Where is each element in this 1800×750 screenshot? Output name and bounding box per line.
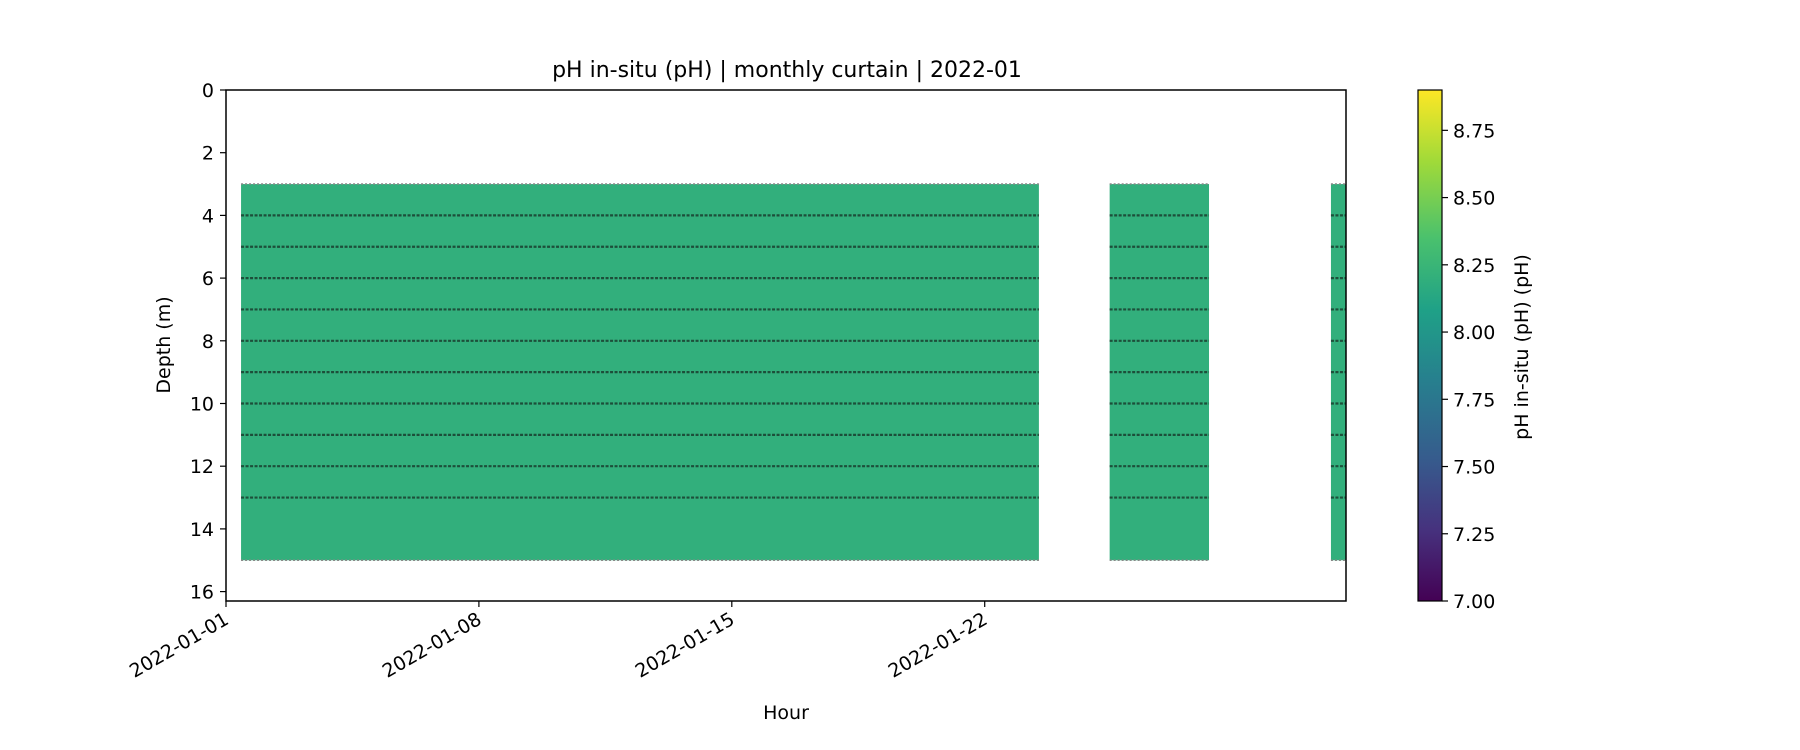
y-tick-label: 2 bbox=[202, 143, 214, 165]
colorbar-label: pH in-situ (pH) (pH) bbox=[1511, 254, 1533, 440]
y-tick-label: 14 bbox=[190, 519, 214, 541]
y-tick-label: 0 bbox=[202, 80, 214, 102]
y-tick-label: 8 bbox=[202, 331, 214, 353]
colorbar-tick-label: 8.00 bbox=[1453, 322, 1495, 344]
x-tick-label: 2022-01-08 bbox=[379, 608, 486, 682]
plot-area bbox=[241, 183, 1346, 561]
colorbar-tick-label: 7.75 bbox=[1453, 389, 1495, 411]
chart-title: pH in-situ (pH) | monthly curtain | 2022… bbox=[552, 58, 1022, 83]
y-axis-label: Depth (m) bbox=[153, 296, 175, 393]
colorbar-tick-label: 8.25 bbox=[1453, 255, 1495, 277]
colorbar: 7.00 7.25 7.50 7.75 8.00 8.25 8.50 8.75 bbox=[1417, 89, 1495, 613]
colorbar-tick-label: 7.25 bbox=[1453, 524, 1495, 546]
colorbar-gradient bbox=[1417, 89, 1443, 602]
y-tick-label: 4 bbox=[202, 205, 214, 227]
y-axis: 0 2 4 6 8 10 12 14 16 bbox=[190, 80, 226, 604]
colorbar-tick-label: 7.00 bbox=[1453, 591, 1495, 613]
colorbar-tick-label: 8.75 bbox=[1453, 120, 1495, 142]
x-tick-label: 2022-01-15 bbox=[632, 608, 739, 682]
x-tick-label: 2022-01-01 bbox=[126, 608, 233, 682]
y-tick-label: 16 bbox=[190, 582, 214, 604]
colorbar-tick-label: 7.50 bbox=[1453, 457, 1495, 479]
y-tick-label: 10 bbox=[190, 393, 214, 415]
x-axis-label: Hour bbox=[763, 702, 809, 724]
colorbar-tick-label: 8.50 bbox=[1453, 188, 1495, 210]
y-tick-label: 12 bbox=[190, 456, 214, 478]
x-tick-label: 2022-01-22 bbox=[885, 608, 992, 682]
plot-frame bbox=[225, 89, 1347, 602]
y-tick-label: 6 bbox=[202, 268, 214, 290]
x-axis: 2022-01-01 2022-01-08 2022-01-15 2022-01-22 bbox=[126, 601, 991, 683]
